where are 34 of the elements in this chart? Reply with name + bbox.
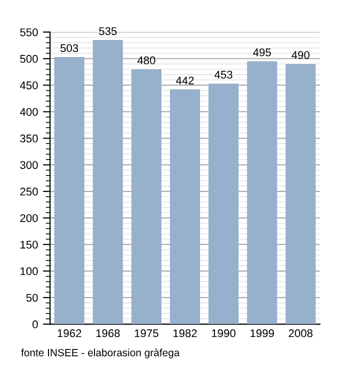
data-label: 480	[137, 56, 156, 64]
y-tick-label: 100	[20, 267, 38, 276]
y-tick-label: 150	[20, 240, 38, 249]
y-tick-label: 400	[20, 108, 38, 116]
data-label: 490	[292, 51, 310, 59]
bar	[286, 64, 316, 324]
y-tick-label: 350	[20, 134, 38, 142]
source-note: fonte INSEE - elaborasion gràfega	[21, 348, 180, 358]
bar	[54, 57, 84, 324]
y-tick-label: 0	[32, 320, 38, 328]
x-tick-label: 1999	[250, 329, 274, 338]
y-tick-label: 250	[20, 188, 38, 196]
x-tick-label: 2008	[288, 329, 312, 338]
x-tick-label: 1990	[212, 329, 236, 338]
x-tick-label: 1962	[58, 329, 82, 338]
bar	[92, 40, 123, 324]
data-label: 495	[253, 48, 271, 56]
bar	[131, 69, 162, 324]
x-tick-label: 1975	[134, 329, 158, 338]
y-tick-label: 200	[20, 214, 38, 222]
bar	[170, 89, 200, 324]
x-tick-label: 1968	[96, 329, 120, 338]
y-tick-label: 500	[20, 54, 38, 63]
data-label: 442	[176, 76, 194, 84]
bar	[247, 61, 278, 324]
data-label: 453	[214, 70, 232, 79]
data-label: 535	[99, 27, 117, 36]
y-tick-label: 550	[20, 28, 38, 36]
y-tick-label: 300	[20, 161, 38, 169]
x-tick-label: 1982	[173, 329, 197, 338]
data-label: 503	[60, 44, 78, 52]
y-tick-label: 450	[20, 81, 38, 90]
bar	[208, 84, 239, 324]
y-tick-label: 50	[26, 294, 38, 302]
